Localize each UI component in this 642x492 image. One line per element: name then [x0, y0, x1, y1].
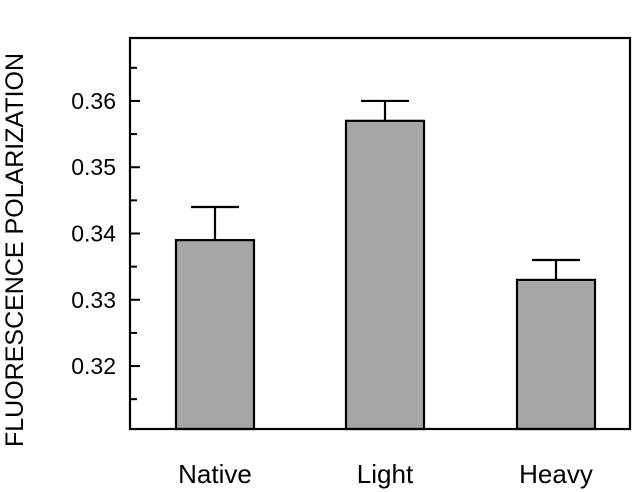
- y-tick-label: 0.35: [71, 154, 116, 180]
- x-category-label-light: Light: [357, 459, 414, 489]
- x-category-label-native: Native: [178, 459, 252, 489]
- error-bars: [191, 99, 580, 280]
- y-tick-label: 0.36: [71, 88, 116, 114]
- bar-heavy: [515, 278, 597, 431]
- y-axis-title: FLUORESCENCE POLARIZATION: [1, 53, 29, 447]
- bar-light: [344, 119, 426, 431]
- y-tick-label: 0.33: [71, 287, 116, 313]
- y-axis-ticks: [130, 66, 140, 401]
- y-tick-label: 0.32: [71, 353, 116, 379]
- x-category-label-heavy: Heavy: [519, 459, 593, 489]
- plot-frame: [128, 36, 632, 431]
- bars: [174, 119, 597, 431]
- bar-native: [174, 239, 256, 431]
- y-tick-label: 0.34: [71, 221, 116, 247]
- labels: 0.32 0.33 0.34 0.35 0.36 Native Light Heavy: [71, 88, 593, 489]
- plot-border: [128, 36, 632, 431]
